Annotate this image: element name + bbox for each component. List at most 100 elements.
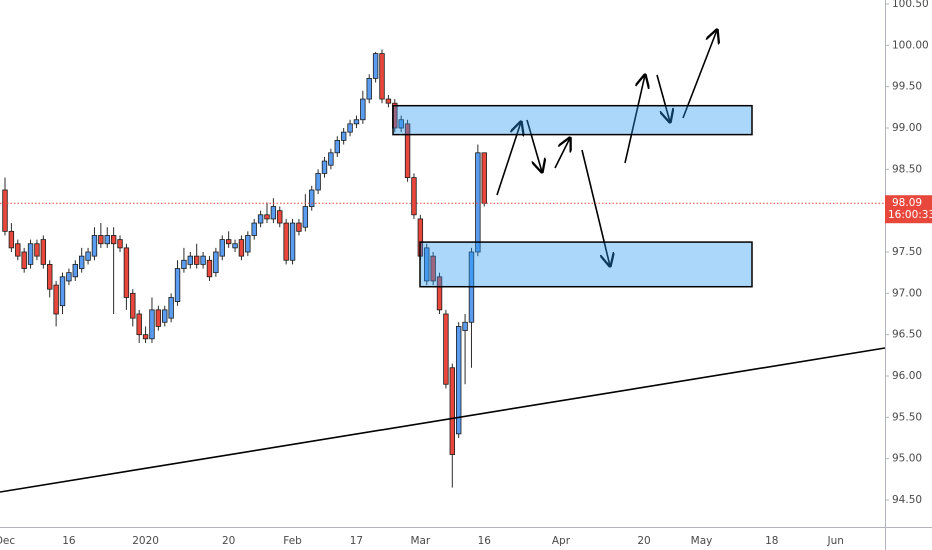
candle-body	[257, 214, 264, 224]
x-tick-label: 20	[637, 535, 650, 547]
candle-body	[277, 210, 283, 224]
arrow	[682, 30, 717, 119]
candle-body	[91, 235, 98, 257]
x-tick-label: 16	[62, 535, 76, 547]
candle-body	[315, 173, 321, 191]
x-tick-label: 2020	[132, 535, 159, 547]
candle-body	[481, 152, 487, 204]
y-tick-label: 97.50	[892, 246, 922, 258]
candle-body	[162, 309, 168, 323]
candle-body	[174, 268, 181, 302]
x-tick-label: Mar	[410, 535, 430, 547]
candle-body	[334, 139, 340, 154]
candle-body	[436, 276, 443, 311]
trend-line	[0, 347, 886, 493]
candle-body	[449, 367, 455, 455]
candle-body	[15, 243, 21, 257]
x-tick-label: May	[691, 535, 713, 547]
candle-body	[72, 263, 78, 278]
x-tick-label: Dec	[0, 535, 15, 547]
last-price-box	[885, 195, 932, 224]
countdown: 16:00:33	[888, 209, 932, 221]
candle-body	[47, 263, 53, 290]
y-tick-label: 99.00	[892, 122, 922, 134]
candle-body	[353, 119, 360, 125]
arrow	[656, 74, 670, 122]
x-tick-label: 17	[350, 535, 363, 547]
zone	[392, 104, 753, 136]
y-tick-label: 98.50	[892, 163, 922, 175]
candle-body	[8, 230, 15, 249]
candle-body	[430, 255, 436, 282]
arrow	[581, 149, 610, 266]
candle-body	[206, 259, 213, 278]
candle-body	[78, 255, 85, 269]
candle-body	[213, 251, 219, 274]
candle-body	[385, 98, 392, 104]
y-tick-label: 96.50	[892, 329, 922, 341]
candle-body	[27, 243, 34, 265]
candle-body	[168, 297, 174, 319]
y-tick-label: 100.00	[892, 39, 929, 51]
candle-body	[117, 239, 123, 249]
x-tick-label: 20	[222, 535, 235, 547]
x-tick-label: 18	[765, 535, 778, 547]
candle-body	[34, 243, 40, 257]
x-tick-label: Jun	[826, 535, 843, 547]
candle-body	[21, 251, 27, 269]
candle-body	[245, 235, 251, 253]
candle-body	[360, 98, 366, 121]
candle-body	[379, 53, 385, 100]
candle-body	[142, 334, 149, 340]
zone	[419, 241, 753, 288]
x-tick-label: Apr	[552, 535, 571, 547]
y-tick-label: 96.00	[892, 370, 922, 382]
candle-body	[366, 78, 372, 100]
x-tick-label: Feb	[283, 535, 302, 547]
candle-body	[193, 255, 200, 265]
candle-body	[149, 309, 155, 340]
arrow	[526, 119, 542, 172]
candle-body	[59, 276, 66, 307]
y-tick-label: 95.50	[892, 411, 922, 423]
candle-body	[462, 321, 468, 331]
candle-body	[347, 123, 353, 133]
candle-body	[455, 325, 462, 435]
candle-body	[411, 177, 417, 216]
candle-body	[130, 292, 136, 319]
candle-body	[98, 235, 104, 245]
y-tick-label: 94.50	[892, 494, 922, 506]
candle-body	[123, 247, 130, 298]
candle-body	[321, 160, 328, 174]
candle-body	[136, 313, 142, 336]
candle-body	[424, 247, 430, 282]
candle-body	[225, 239, 232, 245]
candle-body	[219, 239, 225, 257]
candle-body	[283, 222, 289, 261]
candle-body	[302, 206, 309, 228]
y-tick-label: 95.00	[892, 453, 922, 465]
arrow	[624, 75, 645, 164]
candle-body	[398, 119, 404, 129]
candle-body	[340, 131, 347, 141]
candle-body	[155, 309, 162, 327]
candle-body	[85, 251, 91, 261]
candle-body	[40, 239, 47, 265]
candle-body	[232, 243, 238, 249]
candle-body	[200, 255, 206, 265]
arrow	[554, 138, 570, 169]
candle-body	[53, 284, 59, 315]
candle-body	[475, 152, 481, 253]
last-price-label: 98.09	[892, 197, 922, 209]
candle-body	[238, 239, 245, 257]
y-tick-label: 97.00	[892, 287, 922, 299]
candle-body	[181, 259, 187, 269]
y-tick-label: 100.50	[892, 0, 929, 10]
candle-body	[372, 53, 379, 79]
candle-body	[404, 123, 411, 179]
candle-body	[309, 189, 315, 207]
y-tick-label: 99.50	[892, 81, 922, 93]
candle-body	[110, 235, 117, 245]
candle-body	[296, 222, 302, 232]
